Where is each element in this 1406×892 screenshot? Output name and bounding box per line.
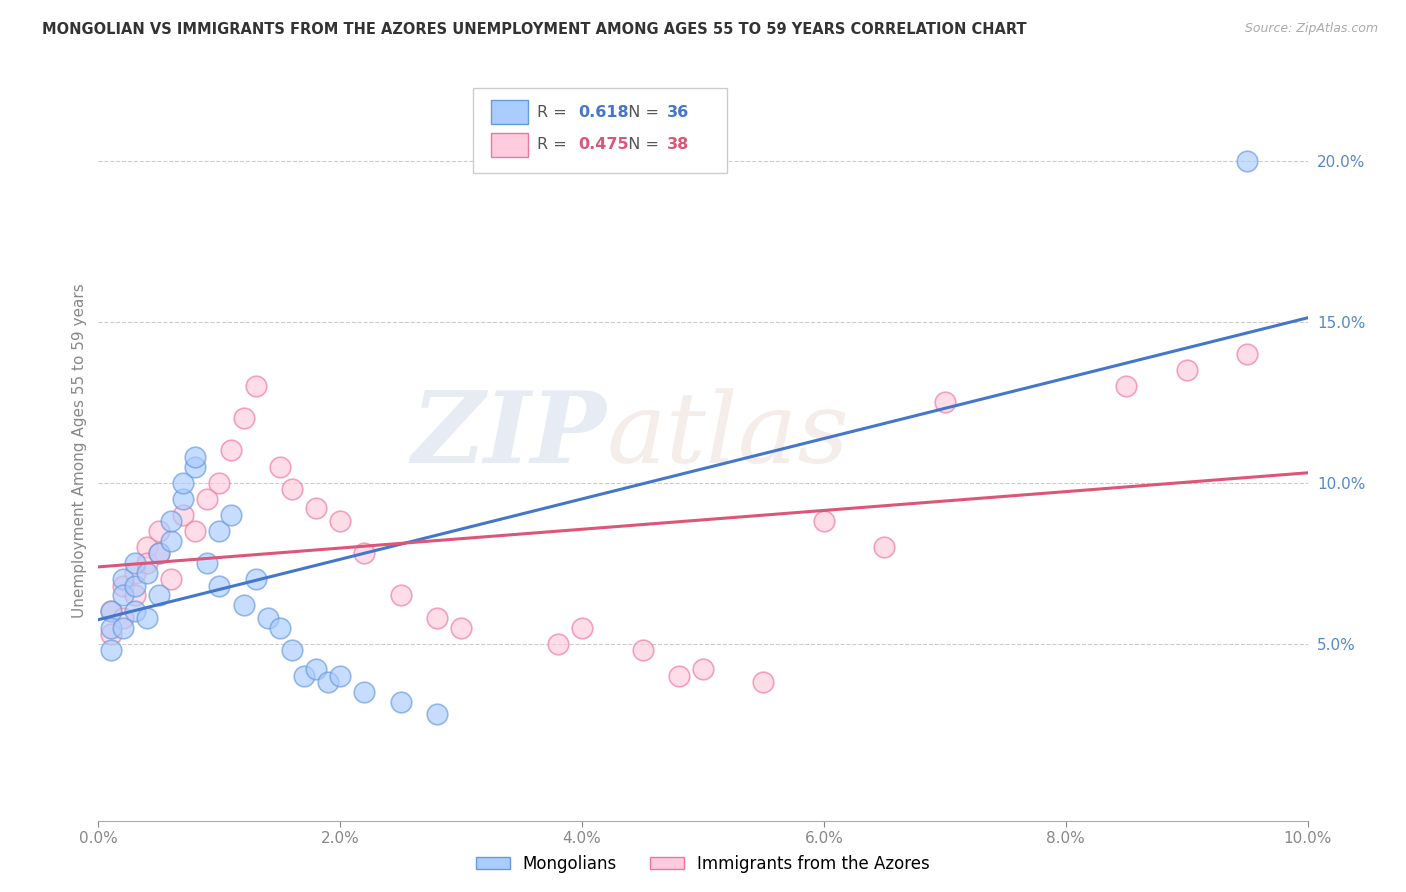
Point	[305, 501, 328, 516]
Point	[160, 533, 183, 548]
Point	[232, 411, 254, 425]
Point	[269, 459, 291, 474]
Text: 0.618: 0.618	[578, 104, 628, 120]
Point	[124, 579, 146, 593]
Text: R =: R =	[537, 137, 572, 153]
Point	[148, 546, 170, 560]
Point	[1115, 379, 1137, 393]
Point	[281, 643, 304, 657]
Point	[269, 620, 291, 634]
Point	[111, 611, 134, 625]
Point	[316, 675, 339, 690]
Text: atlas: atlas	[606, 388, 849, 483]
Point	[195, 491, 218, 506]
Point	[195, 556, 218, 570]
Point	[389, 694, 412, 708]
Legend: Mongolians, Immigrants from the Azores: Mongolians, Immigrants from the Azores	[470, 848, 936, 880]
Point	[124, 604, 146, 618]
Point	[135, 611, 157, 625]
Text: 0.475: 0.475	[578, 137, 628, 153]
Point	[353, 546, 375, 560]
Point	[135, 566, 157, 580]
FancyBboxPatch shape	[492, 133, 527, 156]
Point	[426, 707, 449, 722]
Point	[111, 588, 134, 602]
Point	[124, 556, 146, 570]
Point	[172, 475, 194, 490]
Point	[668, 669, 690, 683]
Point	[160, 514, 183, 528]
Point	[100, 604, 122, 618]
Point	[148, 524, 170, 538]
Text: N =: N =	[619, 137, 665, 153]
Text: Source: ZipAtlas.com: Source: ZipAtlas.com	[1244, 22, 1378, 36]
Point	[353, 685, 375, 699]
Text: R =: R =	[537, 104, 572, 120]
Point	[631, 643, 654, 657]
Point	[329, 669, 352, 683]
Point	[692, 662, 714, 676]
Point	[547, 637, 569, 651]
Text: 38: 38	[666, 137, 689, 153]
Point	[184, 459, 207, 474]
Point	[100, 643, 122, 657]
Point	[426, 611, 449, 625]
Y-axis label: Unemployment Among Ages 55 to 59 years: Unemployment Among Ages 55 to 59 years	[72, 283, 87, 618]
Point	[873, 540, 896, 554]
Point	[329, 514, 352, 528]
Text: N =: N =	[619, 104, 665, 120]
Point	[172, 491, 194, 506]
Point	[256, 611, 278, 625]
Point	[571, 620, 593, 634]
Point	[232, 598, 254, 612]
Point	[221, 508, 243, 522]
Point	[208, 579, 231, 593]
Point	[172, 508, 194, 522]
Point	[111, 620, 134, 634]
Point	[450, 620, 472, 634]
Point	[184, 450, 207, 464]
Point	[100, 604, 122, 618]
Point	[1175, 363, 1198, 377]
Point	[305, 662, 328, 676]
Point	[208, 475, 231, 490]
Point	[124, 566, 146, 580]
Point	[245, 379, 267, 393]
Point	[111, 572, 134, 586]
Text: ZIP: ZIP	[412, 387, 606, 483]
Point	[111, 579, 134, 593]
FancyBboxPatch shape	[492, 100, 527, 124]
Point	[752, 675, 775, 690]
Point	[1236, 347, 1258, 361]
Point	[245, 572, 267, 586]
Text: 36: 36	[666, 104, 689, 120]
Point	[135, 556, 157, 570]
Point	[934, 395, 956, 409]
Point	[1236, 153, 1258, 168]
Point	[148, 588, 170, 602]
FancyBboxPatch shape	[474, 87, 727, 173]
Point	[813, 514, 835, 528]
Point	[281, 482, 304, 496]
Point	[184, 524, 207, 538]
Point	[292, 669, 315, 683]
Point	[135, 540, 157, 554]
Point	[148, 546, 170, 560]
Point	[100, 620, 122, 634]
Point	[124, 588, 146, 602]
Point	[208, 524, 231, 538]
Point	[221, 443, 243, 458]
Point	[100, 627, 122, 641]
Point	[389, 588, 412, 602]
Point	[160, 572, 183, 586]
Text: MONGOLIAN VS IMMIGRANTS FROM THE AZORES UNEMPLOYMENT AMONG AGES 55 TO 59 YEARS C: MONGOLIAN VS IMMIGRANTS FROM THE AZORES …	[42, 22, 1026, 37]
